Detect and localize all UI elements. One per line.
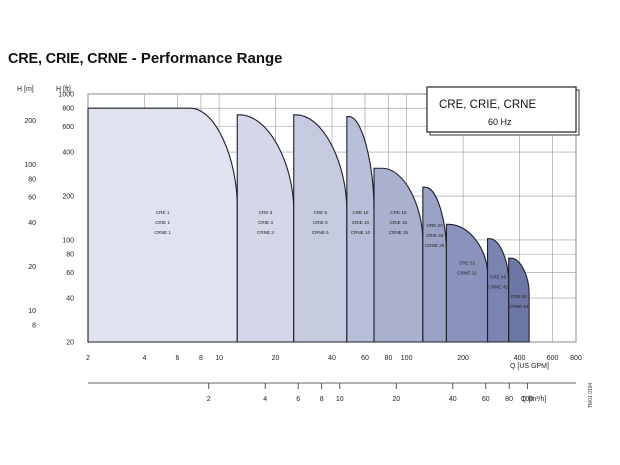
area-label: CRNE 3 [257, 230, 274, 235]
area-label: CRE 10 [352, 210, 369, 215]
y-m-tick-label: 100 [24, 162, 36, 169]
footnote: TM01 0194 [588, 382, 594, 408]
x-tick-label: 600 [547, 355, 559, 362]
y-ft-tick-label: 100 [62, 237, 74, 244]
area-label: CRE 15 [390, 210, 407, 215]
x-tick-label: 100 [401, 355, 413, 362]
title-suffix: - Performance Range [127, 50, 283, 67]
performance-areas: CRE 1 CRIE 1 CRNE 1 CRE 3 CRIE 3 CRNE 3 CRE 5 C… [87, 107, 530, 343]
area-label: CRIE 3 [258, 220, 273, 225]
area-label: CRNE 64 [509, 304, 529, 309]
x-tick-label: 200 [457, 355, 469, 362]
x2-tick-label: 8 [320, 396, 324, 403]
chart-title: CRE, CRIE, CRNE - Performance Range [8, 50, 283, 68]
area-label: CRNE 45 [488, 285, 508, 290]
x-tick-label: 8 [199, 355, 203, 362]
y-m-tick-label: 10 [28, 308, 36, 315]
x2-tick-label: 40 [449, 396, 457, 403]
area-label: CRE 20 [427, 223, 444, 228]
x2-tick-label: 6 [296, 396, 300, 403]
y-m-tick-label: 200 [24, 118, 36, 125]
y-ft-tick-label: 1000 [58, 92, 74, 99]
x-tick-label: 2 [86, 355, 90, 362]
y-ft-tick-label: 60 [66, 270, 74, 277]
x2-tick-label: 100 [522, 396, 534, 403]
x-tick-label: 20 [272, 355, 280, 362]
x-tick-label: 40 [328, 355, 336, 362]
y-ft-tick-label: 40 [66, 296, 74, 303]
y-ft-tick-label: 400 [62, 150, 74, 157]
area-label: CRE 5 [314, 210, 328, 215]
x-tick-label: 80 [385, 355, 393, 362]
area-label: CRE 1 [156, 210, 170, 215]
y-ft-tick-label: 200 [62, 194, 74, 201]
area-label: CRE 45 [490, 275, 507, 280]
legend-frequency: 60 Hz [488, 117, 512, 127]
area-label: CRE 32 [459, 260, 476, 265]
y-axis-label-m: H [m] [17, 86, 34, 93]
x-tick-label: 800 [570, 355, 582, 362]
area-label: CRNE 15 [389, 230, 409, 235]
x-tick-label: 400 [514, 355, 526, 362]
title-main: CRE, CRIE, CRNE [8, 51, 128, 67]
y-m-tick-label: 20 [28, 264, 36, 271]
x-tick-label: 10 [215, 355, 223, 362]
area-label: CRE 3 [259, 210, 273, 215]
y-m-tick-label: 40 [28, 220, 36, 227]
x2-tick-label: 2 [207, 396, 211, 403]
legend-title: CRE, CRIE, CRNE [439, 99, 536, 111]
area-label: CRIE 20 [426, 233, 444, 238]
y-ft-tick-label: 80 [66, 252, 74, 259]
x-tick-label: 4 [143, 355, 147, 362]
y-m-tick-label: 80 [28, 176, 36, 183]
area-label: CRNE 5 [312, 230, 329, 235]
y-ft-tick-label: 600 [62, 124, 74, 131]
area-label: CRNE 32 [457, 270, 477, 275]
x2-axis-label: Q [m³/h] [521, 396, 546, 403]
title-suffix-text: Performance Range [140, 50, 283, 67]
y-ft-tick-label: 20 [66, 340, 74, 347]
legend-box: CRE, CRIE, CRNE 60 Hz [426, 86, 580, 136]
area-label: CRIE 1 [155, 220, 170, 225]
area-label: CRIE 10 [352, 220, 370, 225]
x-tick-label: 6 [176, 355, 180, 362]
performance-area-1 [87, 107, 238, 343]
x-tick-label: 60 [361, 355, 369, 362]
axes: 2 4 6 8 10 20 40 60 80 100 200 400 600 800 20 40 60 80 100… [24, 92, 582, 404]
area-label: CRIE 5 [313, 220, 328, 225]
x2-tick-label: 60 [482, 396, 490, 403]
area-label: CRNE 10 [351, 230, 371, 235]
area-label: CRNE 20 [425, 243, 445, 248]
x2-tick-label: 80 [505, 396, 513, 403]
area-label: CRE 64 [511, 294, 528, 299]
y-axis-label-ft: H [ft] [56, 86, 71, 93]
x-axis-label: Q [US GPM] [510, 363, 549, 370]
x2-tick-label: 10 [336, 396, 344, 403]
y-m-tick-label: 8 [32, 322, 36, 329]
x2-tick-label: 20 [392, 396, 400, 403]
area-label: CRIE 15 [390, 220, 408, 225]
x2-tick-label: 4 [263, 396, 267, 403]
area-label: CRNE 1 [154, 230, 171, 235]
performance-area-9 [508, 257, 530, 343]
y-m-tick-label: 60 [28, 195, 36, 202]
y-ft-tick-label: 800 [62, 106, 74, 113]
